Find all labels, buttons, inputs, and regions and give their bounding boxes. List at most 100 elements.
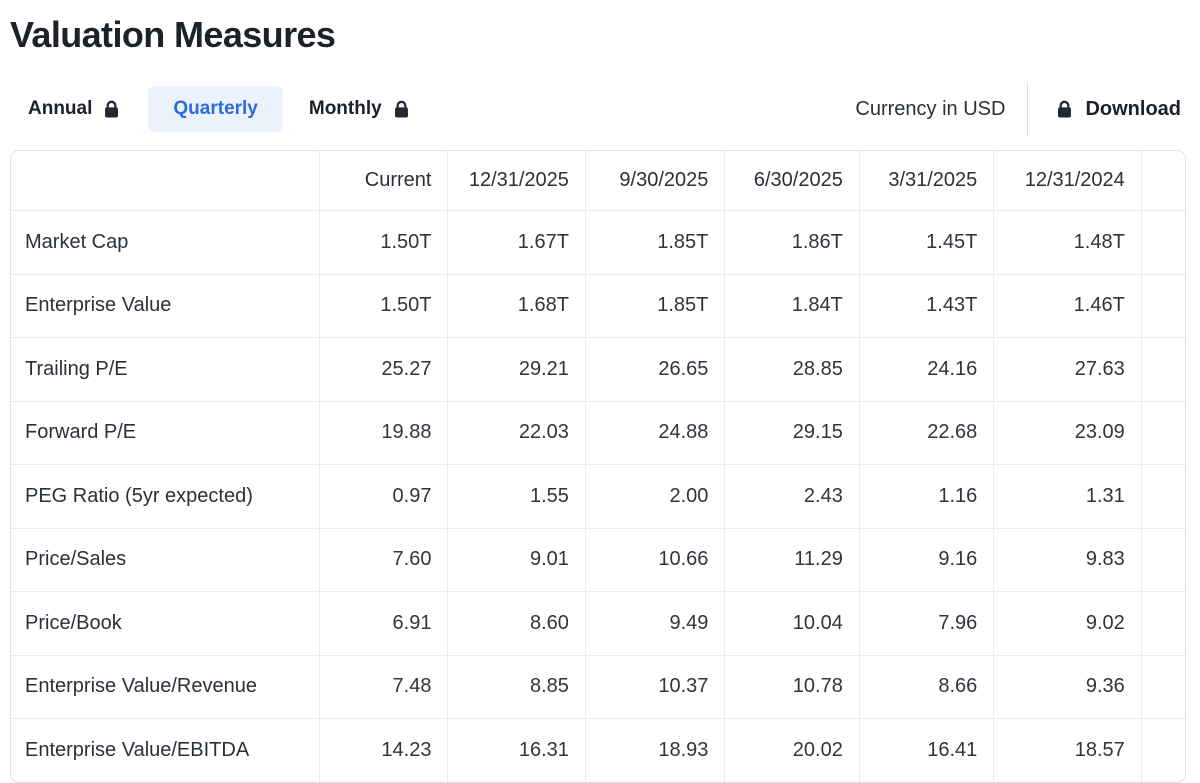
spacer-cell	[1140, 273, 1185, 337]
column-header: 12/31/2024	[993, 151, 1141, 210]
cell-value: 14.23	[319, 718, 448, 782]
cell-value: 27.63	[993, 337, 1141, 401]
cell-value: 11.29	[724, 527, 859, 591]
spacer-cell	[1140, 464, 1185, 528]
cell-value: 1.85T	[584, 273, 725, 337]
tab-annual-label: Annual	[28, 98, 93, 119]
table-row: Price/Sales 7.60 9.01 10.66 11.29 9.16 9.83	[11, 527, 1185, 592]
cell-value: 8.85	[447, 654, 585, 718]
lock-icon	[391, 99, 412, 120]
cell-value: 1.16	[858, 464, 994, 528]
spacer-cell	[1140, 591, 1185, 655]
cell-value: 9.01	[447, 527, 585, 591]
cell-value: 1.50T	[319, 210, 448, 274]
cell-value: 10.37	[584, 654, 725, 718]
table-row: Trailing P/E 25.27 29.21 26.65 28.85 24.16 27.…	[11, 337, 1185, 401]
cell-value: 9.36	[993, 654, 1141, 718]
table-row: Enterprise Value 1.50T 1.68T 1.85T 1.84T 1.43…	[11, 273, 1185, 338]
cell-value: 1.84T	[724, 273, 859, 337]
cell-value: 28.85	[724, 337, 859, 401]
cell-value: 1.85T	[584, 210, 725, 274]
row-label: Price/Book	[11, 591, 320, 655]
cell-value: 10.04	[724, 591, 859, 655]
row-label: Enterprise Value/Revenue	[11, 654, 320, 719]
tab-monthly[interactable]: Monthly	[293, 86, 428, 132]
table-row: Enterprise Value/EBITDA 14.23 16.31 18.93 20…	[11, 718, 1185, 782]
column-header: Current	[319, 151, 447, 210]
lock-icon	[1054, 99, 1075, 120]
valuation-table: Current 12/31/2025 9/30/2025 6/30/2025 3…	[10, 150, 1186, 783]
cell-value: 0.97	[319, 464, 448, 528]
cell-value: 29.21	[447, 337, 585, 401]
cell-value: 16.31	[447, 718, 585, 782]
vertical-divider	[1027, 83, 1029, 135]
column-header: 6/30/2025	[724, 151, 858, 210]
cell-value: 9.83	[993, 527, 1141, 591]
cell-value: 2.43	[724, 464, 859, 528]
tab-quarterly[interactable]: Quarterly	[148, 86, 283, 132]
toolbar-right: Currency in USD Download	[855, 83, 1187, 135]
cell-value: 9.16	[858, 527, 994, 591]
row-label: Trailing P/E	[11, 337, 320, 401]
cell-value: 10.78	[724, 654, 859, 718]
row-label: Enterprise Value/EBITDA	[11, 718, 320, 782]
cell-value: 16.41	[858, 718, 994, 782]
spacer-cell	[1140, 400, 1185, 464]
row-label: PEG Ratio (5yr expected)	[11, 464, 320, 528]
cell-value: 7.96	[858, 591, 994, 655]
column-header: 3/31/2025	[858, 151, 993, 210]
cell-value: 1.43T	[858, 273, 994, 337]
spacer-cell	[1140, 210, 1185, 274]
column-header: 12/31/2025	[447, 151, 584, 210]
cell-value: 1.45T	[858, 210, 994, 274]
cell-value: 23.09	[993, 400, 1141, 464]
tab-annual[interactable]: Annual	[12, 86, 138, 132]
cell-value: 7.60	[319, 527, 448, 591]
cell-value: 1.86T	[724, 210, 859, 274]
cell-value: 22.68	[858, 400, 994, 464]
cell-value: 24.16	[858, 337, 994, 401]
download-button[interactable]: Download	[1054, 98, 1187, 121]
cell-value: 1.48T	[993, 210, 1141, 274]
cell-value: 7.48	[319, 654, 448, 718]
cell-value: 8.60	[447, 591, 585, 655]
spacer-cell	[1140, 151, 1185, 210]
cell-value: 1.50T	[319, 273, 448, 337]
row-label: Forward P/E	[11, 400, 320, 465]
table-row: Price/Book 6.91 8.60 9.49 10.04 7.96 9.02	[11, 591, 1185, 655]
table-row: Market Cap 1.50T 1.67T 1.85T 1.86T 1.45T 1.48T	[11, 210, 1185, 274]
cell-value: 25.27	[319, 337, 448, 401]
spacer-cell	[1140, 718, 1185, 782]
lock-icon	[101, 99, 122, 120]
table-row: Enterprise Value/Revenue 7.48 8.85 10.37 10.…	[11, 654, 1185, 719]
tab-monthly-label: Monthly	[308, 98, 382, 119]
column-header: 9/30/2025	[584, 151, 724, 210]
cell-value: 9.49	[584, 591, 725, 655]
cell-value: 1.46T	[993, 273, 1141, 337]
cell-value: 9.02	[993, 591, 1141, 655]
cell-value: 1.55	[447, 464, 585, 528]
row-label: Enterprise Value	[11, 273, 320, 338]
page-title: Valuation Measures	[10, 14, 336, 55]
cell-value: 26.65	[584, 337, 725, 401]
spacer-cell	[1140, 654, 1185, 718]
row-label: Price/Sales	[11, 527, 320, 592]
toolbar: Annual Quarterly Monthly	[10, 83, 1187, 135]
cell-value: 2.00	[584, 464, 725, 528]
currency-label: Currency in USD	[855, 97, 1006, 120]
cell-value: 18.57	[993, 718, 1141, 782]
cell-value: 24.88	[584, 400, 725, 464]
cell-value: 19.88	[319, 400, 448, 464]
header-empty	[11, 151, 319, 210]
table-body: Market Cap 1.50T 1.67T 1.85T 1.86T 1.45T 1.48T…	[11, 210, 1185, 782]
cell-value: 1.68T	[447, 273, 585, 337]
spacer-cell	[1140, 337, 1185, 401]
table-row: Forward P/E 19.88 22.03 24.88 29.15 22.68 23.0…	[11, 400, 1185, 465]
cell-value: 1.67T	[447, 210, 585, 274]
table-header-row: Current 12/31/2025 9/30/2025 6/30/2025 3…	[11, 151, 1185, 210]
cell-value: 22.03	[447, 400, 585, 464]
cell-value: 8.66	[858, 654, 994, 718]
cell-value: 1.31	[993, 464, 1141, 528]
row-label: Market Cap	[11, 210, 320, 274]
